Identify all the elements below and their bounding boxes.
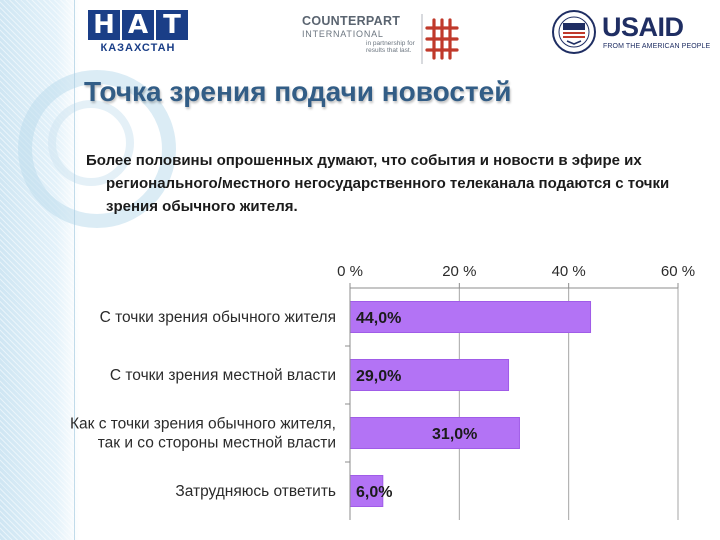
tick-label-2: 40 % [552,263,586,280]
decorative-ring-inner [48,100,134,186]
usaid-tagline: FROM THE AMERICAN PEOPLE [603,43,711,50]
nat-letter-2: А [122,10,154,40]
nat-logo-subtitle: КАЗАХСТАН [100,42,176,54]
tick-label-3: 60 % [661,263,695,280]
nat-letter-3: Т [156,10,188,40]
usaid-wordmark: USAID [602,12,684,42]
bar-0 [349,301,592,333]
data-label-0: 44,0% [356,310,401,327]
category-label-2-0: Как с точки зрения обычного жителя, [70,416,336,433]
data-label-2: 31,0% [432,426,477,443]
data-label-1: 29,0% [356,368,401,385]
counterpart-logo: COUNTERPART INTERNATIONAL in partnership… [302,14,462,64]
usaid-seal-icon [552,10,596,54]
bar-chart-svg: 0 % 20 % 40 % 60 % 44,0% С точки зрения обычн… [70,263,695,520]
slide-subtitle: Более половины опрошенных думают, что со… [86,152,670,215]
nat-letter-1: Н [88,10,120,40]
bar-2 [349,417,520,449]
counterpart-name: COUNTERPART [302,14,401,28]
usaid-logo: USAID FROM THE AMERICAN PEOPLE [552,10,712,54]
counterpart-tagline: in partnership for results that last. [366,40,415,54]
bar-1 [349,359,510,391]
tick-label-1: 20 % [442,263,476,280]
category-label-1-0: С точки зрения местной власти [110,367,336,384]
data-label-3: 6,0% [356,484,392,501]
bar-chart: 0 % 20 % 40 % 60 % 44,0% С точки зрения обычн… [0,250,720,540]
category-label-0-0: С точки зрения обычного жителя [100,309,336,326]
nat-kazakhstan-logo: Н А Т КАЗАХСТАН [88,10,196,56]
slide-title: Точка зрения подачи новостей [84,76,512,107]
category-label-3-0: Затрудняюсь ответить [175,483,336,500]
counterpart-knot-icon [421,14,459,64]
category-label-2-1: так и со стороны местной власти [98,435,336,452]
counterpart-sub: INTERNATIONAL [302,29,384,39]
tick-label-0: 0 % [337,263,363,280]
decorative-line [74,0,75,540]
